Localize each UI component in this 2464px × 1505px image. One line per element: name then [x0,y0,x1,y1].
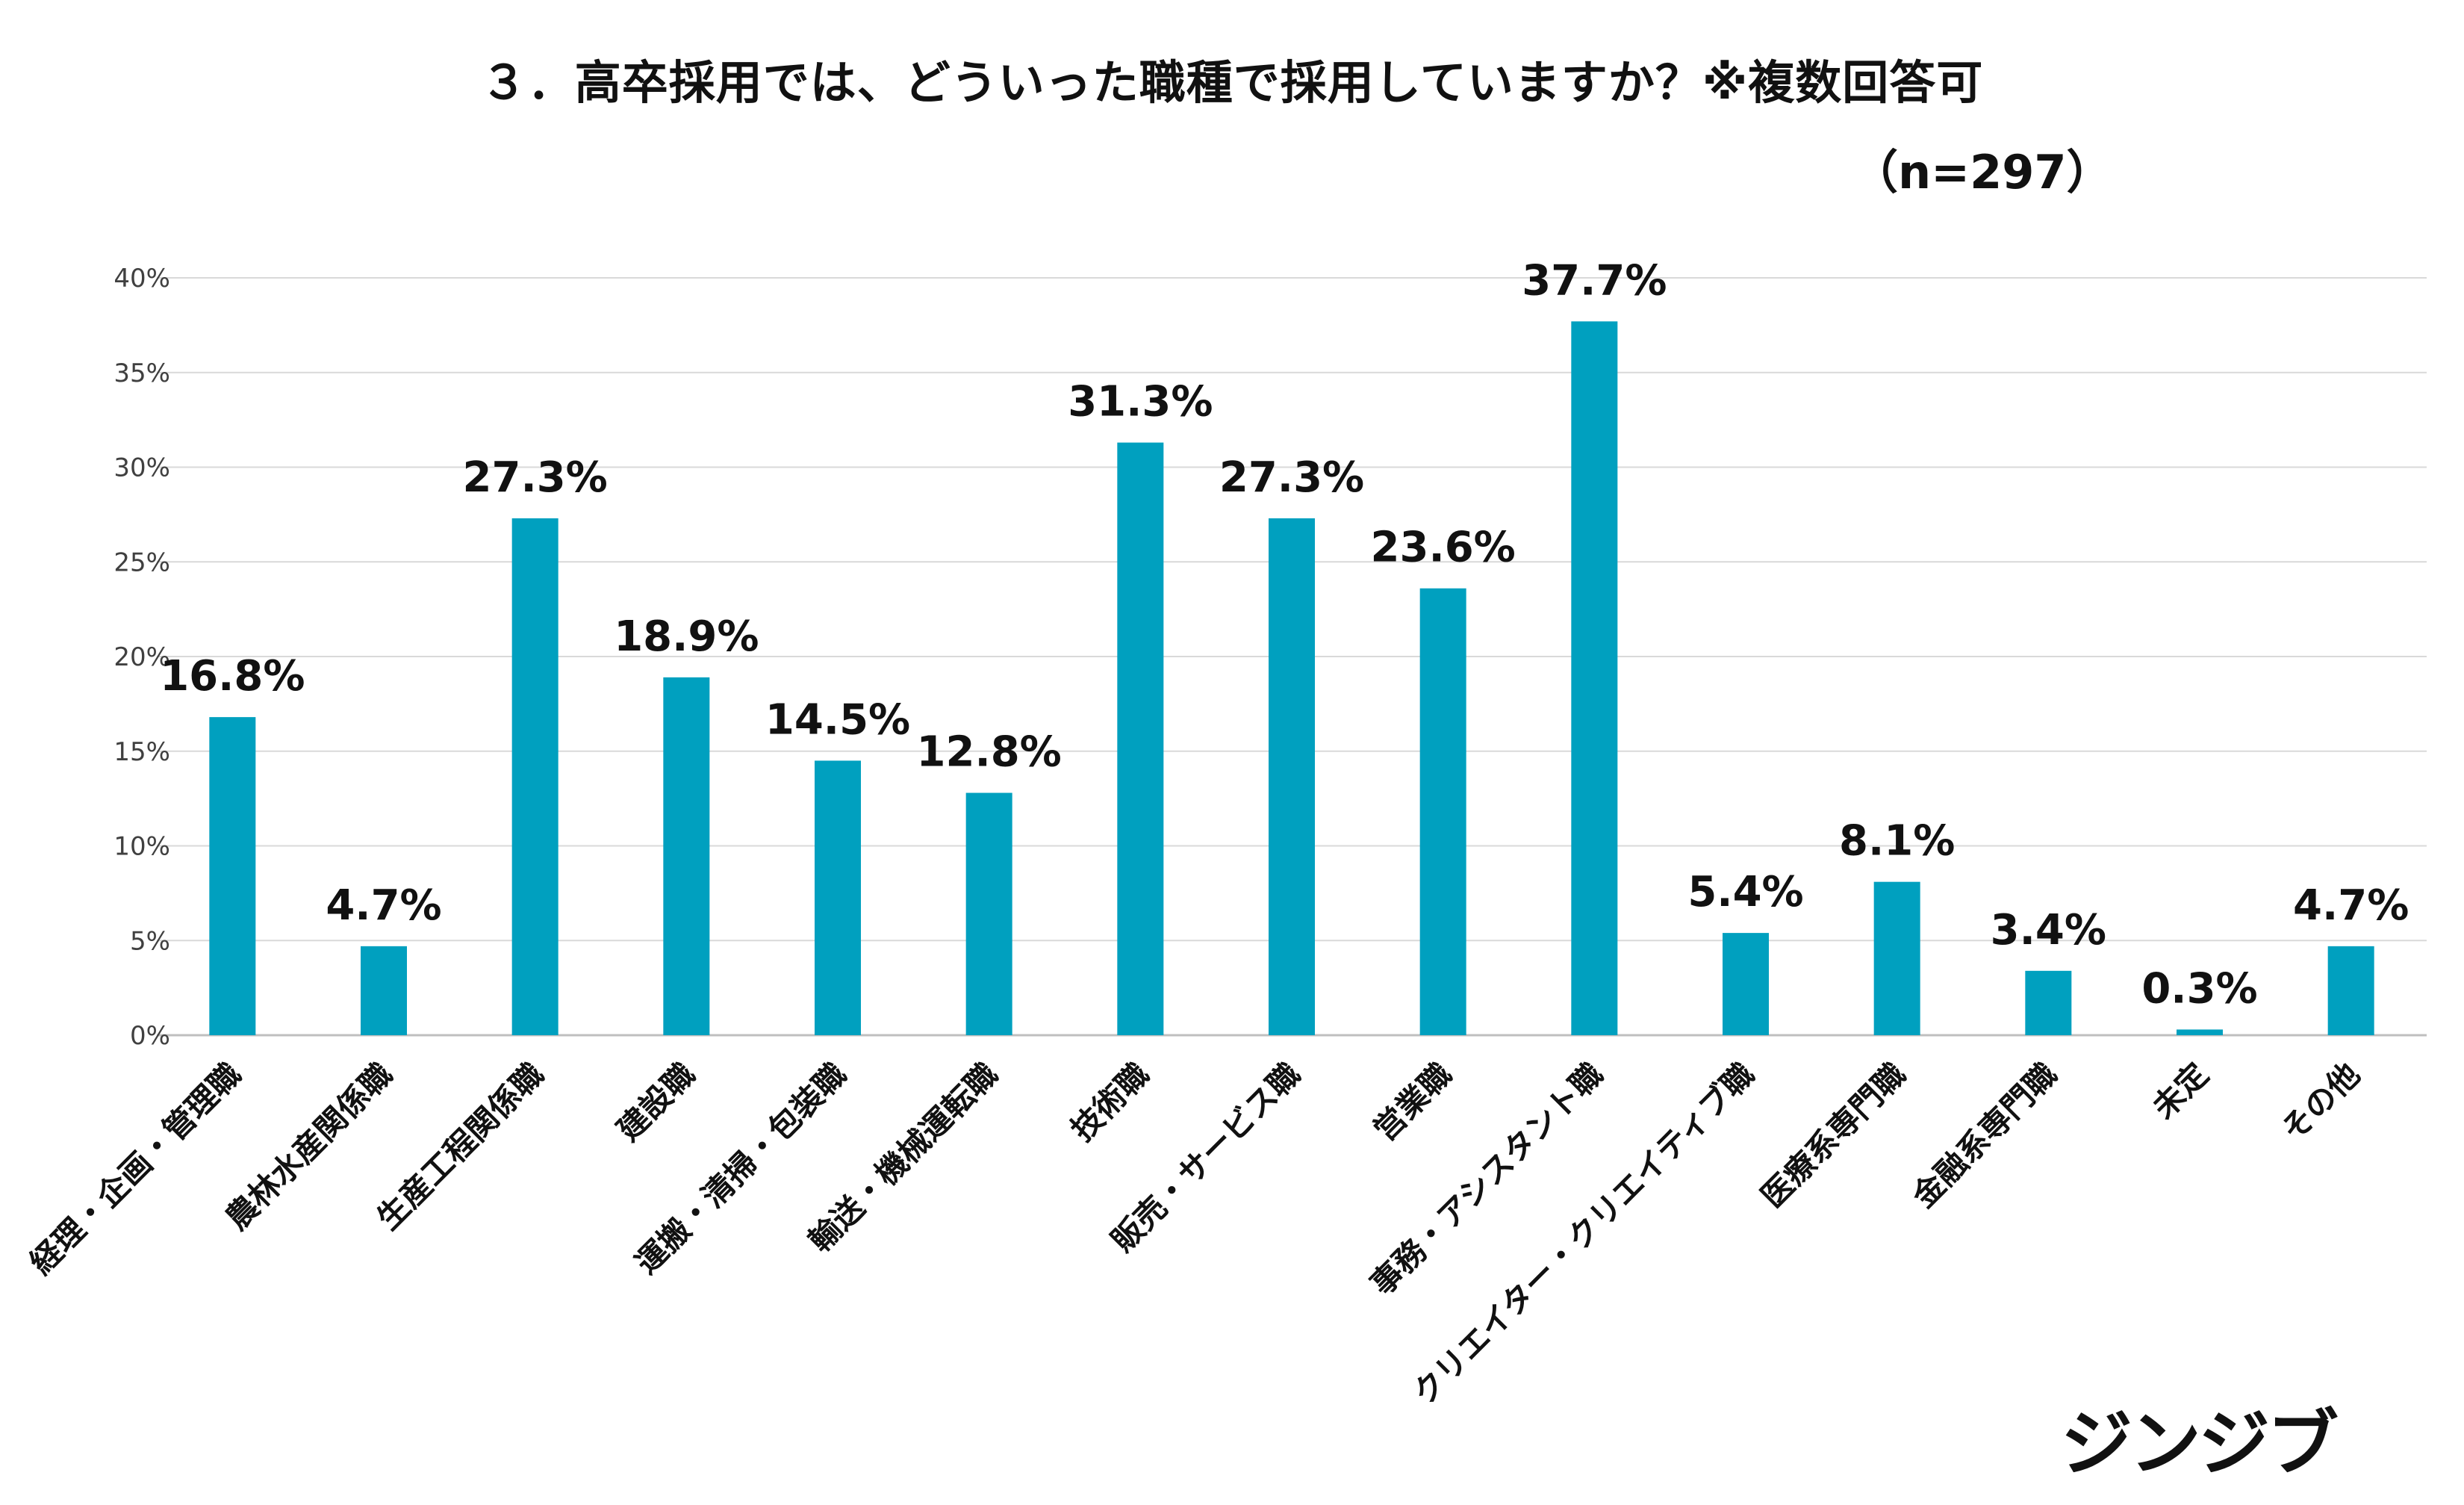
bar [1571,321,1618,1035]
y-tick-label: 25% [113,547,170,577]
x-tick-label: 金融系専門職 [1905,1055,2065,1215]
data-label: 14.5% [765,695,910,744]
y-tick-label: 40% [113,264,170,294]
bar [1873,881,1920,1035]
x-tick-label: 医療系専門職 [1754,1055,1913,1214]
y-tick-label: 20% [113,642,170,672]
y-tick-label: 35% [113,359,170,388]
bar [209,717,256,1035]
data-label: 0.3% [2141,964,2257,1013]
bars [209,321,2374,1035]
data-label: 31.3% [1068,378,1213,426]
data-label: 12.8% [917,728,1062,777]
data-label: 18.9% [614,612,759,661]
y-axis-ticks: 0% 5% 10% 15% 20% 25% 30% 35% 40% [113,264,170,1051]
data-label: 8.1% [1839,817,1955,866]
bar [1117,442,1164,1035]
data-label: 37.7% [1522,256,1667,305]
data-label: 3.4% [1991,906,2106,955]
data-label: 4.7% [2293,881,2409,930]
x-tick-label: 技術職 [1064,1055,1157,1148]
data-label: 27.3% [463,453,608,502]
data-label: 23.6% [1371,524,1516,572]
x-tick-label: 営業職 [1366,1055,1459,1148]
x-tick-label: 建設職 [610,1055,703,1148]
y-tick-label: 5% [130,926,170,956]
bar [2177,1029,2223,1035]
bar [2327,946,2374,1035]
bar [2025,970,2072,1035]
bar [965,792,1012,1035]
x-tick-label: 経理・企画・管理職 [22,1055,248,1281]
brand-logo: ジンジブ [2061,1402,2339,1486]
bar [1269,518,1315,1035]
y-tick-label: 10% [113,832,170,862]
bar [1723,933,1769,1035]
y-tick-label: 30% [113,453,170,483]
chart-title: ３．高卒採用では、どういった職種で採用していますか？※複数回答可 [480,55,1984,110]
data-labels: 16.8%4.7%27.3%18.9%14.5%12.8%31.3%27.3%2… [160,256,2409,1013]
bar [1419,588,1466,1035]
chart-subtitle: （n=297） [1852,145,2113,199]
data-label: 5.4% [1687,868,1803,916]
y-tick-label: 15% [113,737,170,767]
y-tick-label: 0% [130,1021,170,1051]
x-tick-label: その他 [2274,1055,2367,1148]
data-label: 27.3% [1219,453,1364,502]
bar [663,677,710,1035]
data-label: 16.8% [160,652,305,701]
x-tick-label: 未定 [2145,1055,2215,1126]
data-label: 4.7% [326,881,441,930]
bar [815,760,861,1035]
bar [511,518,559,1035]
x-tick-label: クリエイター・クリエイティブ職 [1406,1055,1762,1412]
bar [361,946,407,1035]
